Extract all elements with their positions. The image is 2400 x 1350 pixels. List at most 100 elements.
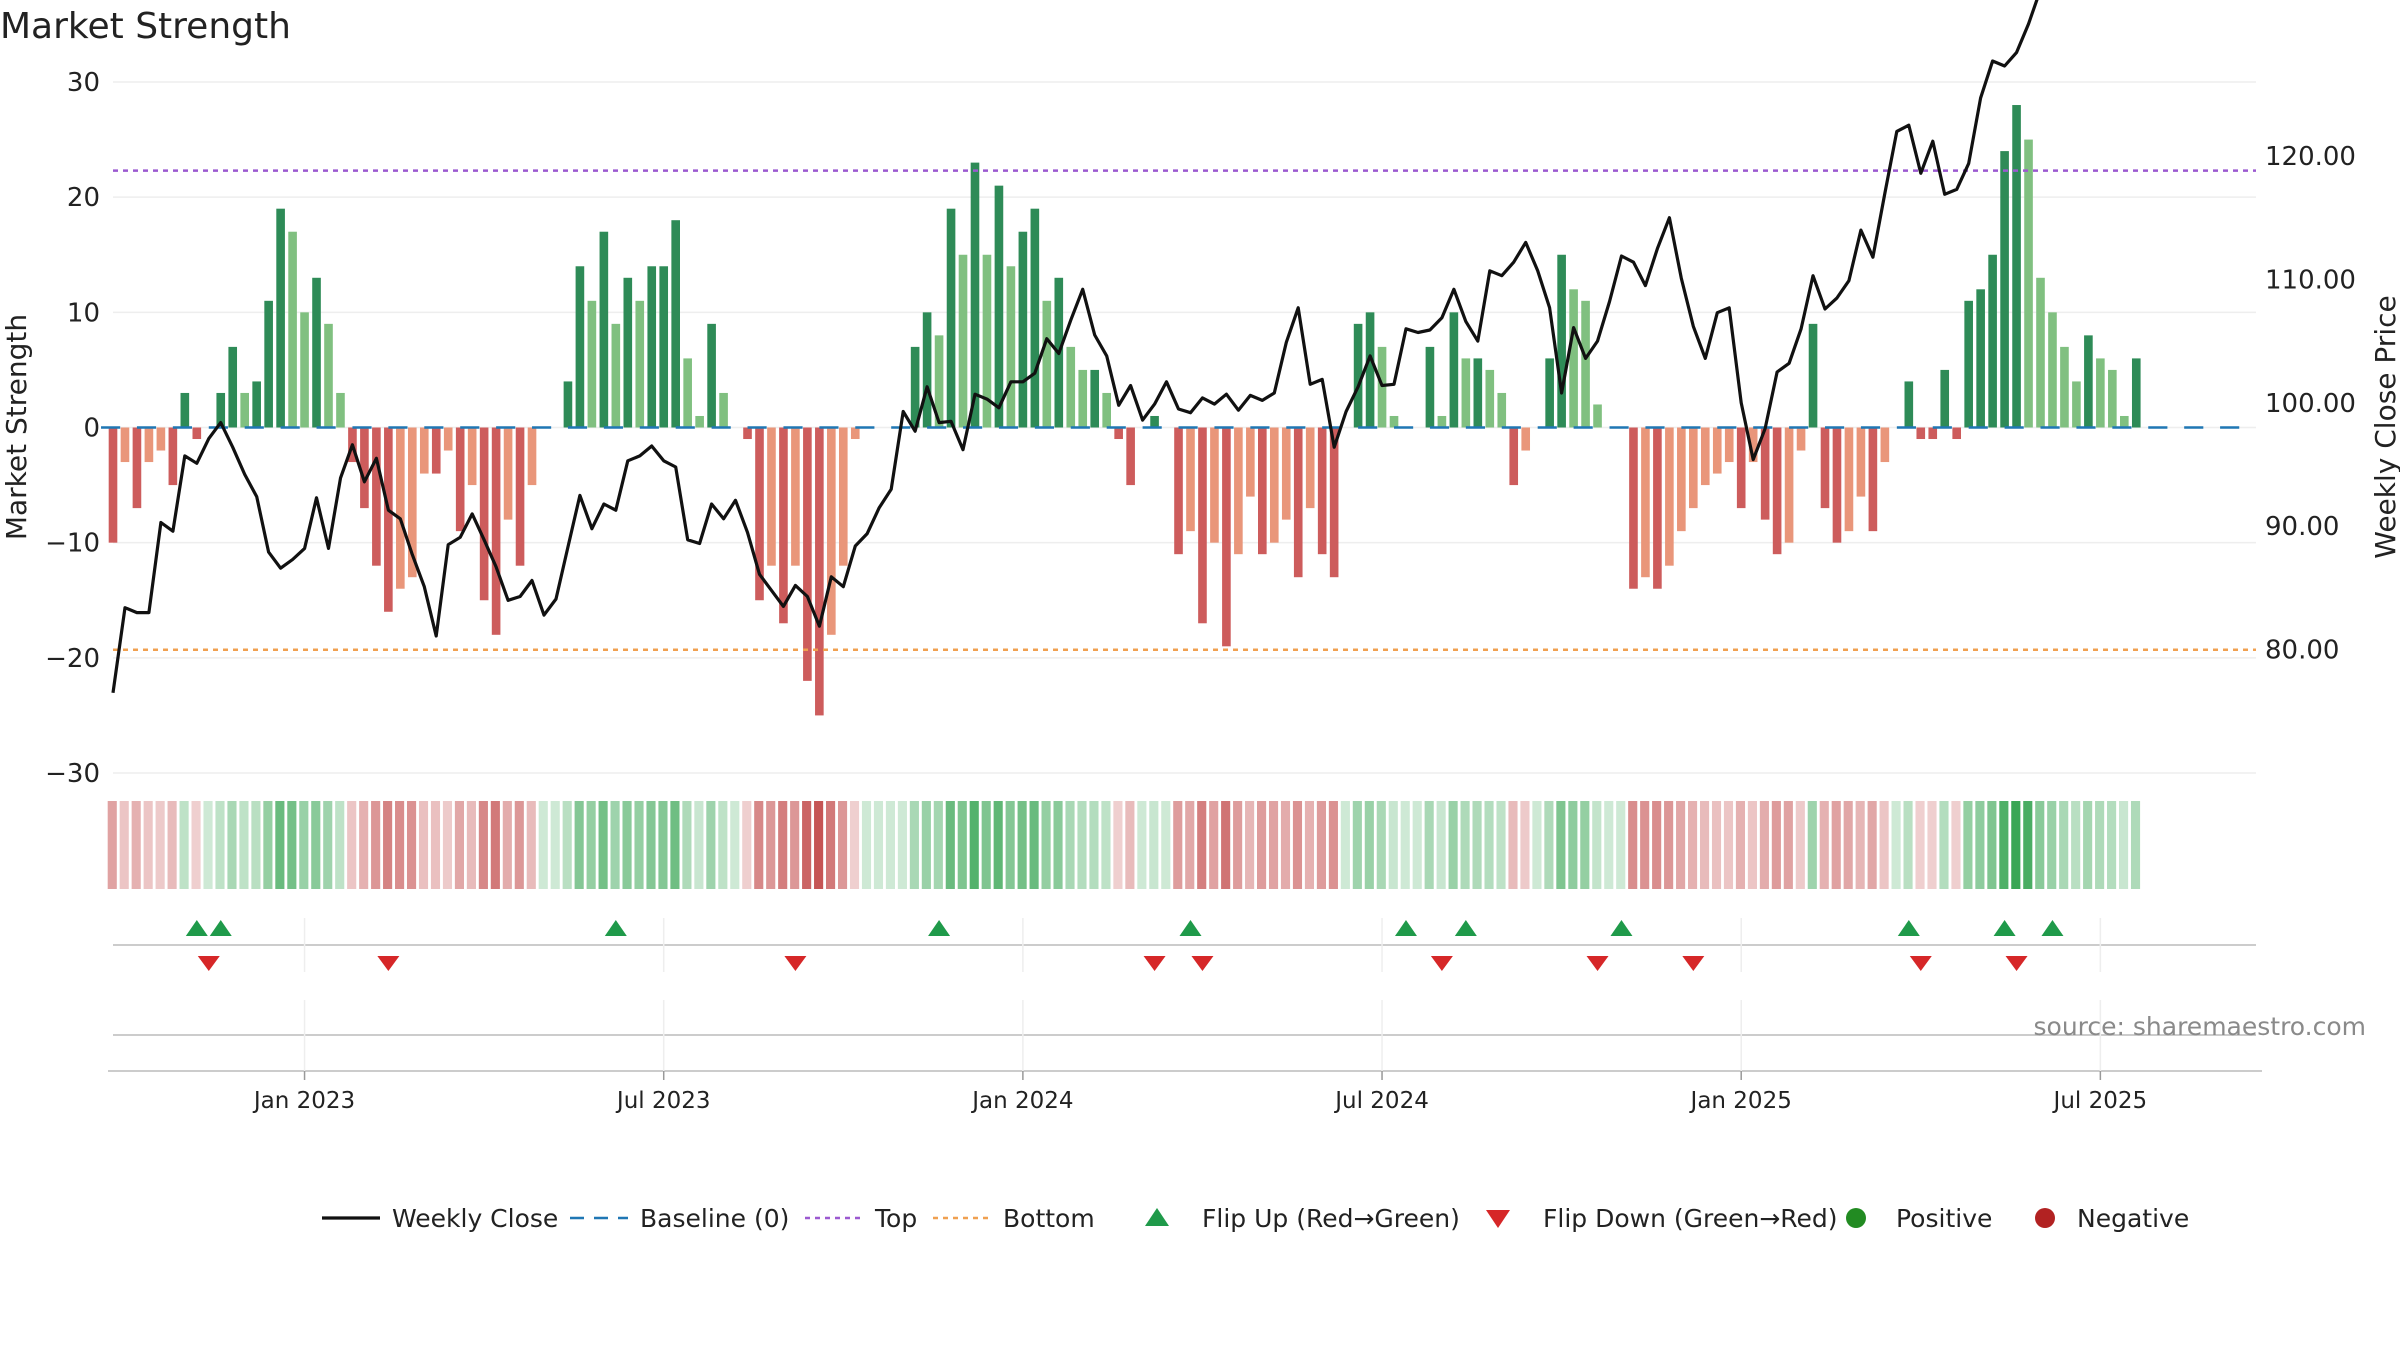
strength-bar: [2024, 139, 2033, 428]
strength-bar: [635, 300, 645, 428]
strength-bar: [779, 427, 788, 624]
heat-cell: [203, 801, 213, 889]
strength-bar: [1844, 427, 1854, 532]
left-tick-label: 0: [83, 414, 100, 444]
heat-cell: [1652, 801, 1662, 889]
heat-cell: [1999, 801, 2009, 889]
strength-bar: [1365, 312, 1375, 428]
heat-cell: [873, 801, 884, 889]
heat-cell: [383, 801, 393, 889]
heat-cell: [526, 801, 536, 889]
heat-cell: [754, 801, 764, 889]
strength-bar: [1653, 427, 1662, 589]
heat-cell: [335, 801, 345, 889]
strength-heat-strip: [107, 801, 2141, 889]
strength-bar: [1593, 404, 1602, 428]
heat-cell: [1532, 801, 1542, 889]
heat-cell: [1747, 801, 1757, 889]
flip-up-marker: [1179, 920, 1202, 936]
strength-bar: [683, 358, 692, 428]
heat-cell: [275, 801, 285, 889]
left-tick-label: 30: [67, 68, 100, 98]
heat-cell: [1328, 801, 1338, 889]
flip-down-marker: [197, 956, 220, 971]
heat-cell: [323, 801, 333, 889]
heat-cell: [1017, 801, 1027, 889]
heat-cell: [1029, 801, 1039, 889]
heat-cell: [897, 801, 907, 889]
heat-cell: [814, 801, 824, 889]
heat-cell: [430, 801, 441, 889]
legend-label-top: Top: [874, 1204, 917, 1233]
heat-cell: [1783, 801, 1793, 889]
heat-cell: [598, 801, 608, 889]
flip-up-marker: [1394, 920, 1417, 936]
heat-cell: [1604, 801, 1614, 889]
heat-cell: [766, 801, 776, 889]
strength-bar: [755, 427, 764, 601]
heat-cell: [1771, 801, 1781, 889]
strength-bar: [1258, 427, 1267, 555]
heat-cell: [1508, 801, 1518, 889]
strength-bar: [515, 427, 525, 566]
heat-cell: [1340, 801, 1350, 889]
heat-cell: [1628, 801, 1638, 889]
heat-cell: [1077, 801, 1087, 889]
strength-bar: [1437, 415, 1447, 428]
strength-bar: [2000, 151, 2009, 428]
heat-cell: [1867, 801, 1877, 889]
heat-cell: [2118, 801, 2129, 889]
heat-cell: [1699, 801, 1710, 889]
heat-cell: [1161, 801, 1171, 889]
strength-bar: [719, 392, 728, 428]
strength-bar: [1485, 369, 1495, 428]
level-lines: [113, 169, 2256, 652]
strength-bar: [407, 427, 417, 578]
heat-cell: [2095, 801, 2105, 889]
heat-cell: [1711, 801, 1722, 889]
strength-bar: [2119, 415, 2129, 428]
strength-bar: [312, 277, 321, 428]
heat-cell: [1137, 801, 1147, 889]
heat-cell: [574, 801, 584, 889]
strength-bar: [1246, 427, 1255, 497]
strength-bar: [922, 312, 932, 428]
heat-cell: [1185, 801, 1195, 889]
heat-cell: [143, 801, 153, 889]
heat-cell: [263, 801, 273, 889]
strength-bar: [2084, 335, 2093, 428]
strength-bar: [1940, 369, 1950, 428]
strength-bar: [1904, 381, 1914, 428]
flip-down-marker: [1191, 956, 1214, 971]
heat-cell: [1759, 801, 1769, 889]
heat-cell: [1640, 801, 1650, 889]
flip-up-marker: [185, 920, 208, 936]
strength-bar: [1210, 427, 1219, 543]
strength-bar: [2012, 105, 2021, 428]
heat-cell: [1041, 801, 1051, 889]
right-tick-label: 100.00: [2265, 389, 2356, 419]
strength-bar: [1042, 300, 1052, 428]
right-tick-label: 110.00: [2265, 265, 2356, 295]
strength-bar: [563, 381, 573, 428]
strength-bar: [240, 392, 250, 428]
heat-cell: [1268, 801, 1279, 889]
strength-bar: [1461, 358, 1471, 428]
heat-cell: [562, 801, 572, 889]
heat-cell: [1903, 801, 1913, 889]
strength-bar: [1102, 392, 1111, 428]
flip-up-marker: [1610, 920, 1633, 936]
strength-bar: [1964, 300, 1973, 428]
heat-cell: [1496, 801, 1506, 889]
strength-bar: [1724, 427, 1734, 463]
heat-cell: [885, 801, 895, 889]
source-text: source: sharemaestro.com: [2034, 1012, 2367, 1041]
x-tick-label: Jan 2024: [970, 1088, 1073, 1114]
heat-cell: [514, 801, 524, 889]
strength-bar: [216, 392, 226, 428]
strength-bar: [288, 231, 297, 428]
heat-cell: [395, 801, 405, 889]
vertical-grid-lines: [303, 918, 2102, 1071]
strength-bar: [1329, 427, 1339, 578]
strength-bar: [120, 427, 130, 463]
